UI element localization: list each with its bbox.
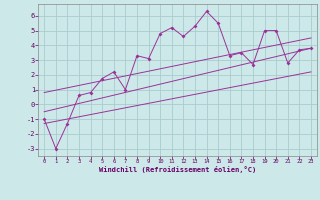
X-axis label: Windchill (Refroidissement éolien,°C): Windchill (Refroidissement éolien,°C) (99, 166, 256, 173)
